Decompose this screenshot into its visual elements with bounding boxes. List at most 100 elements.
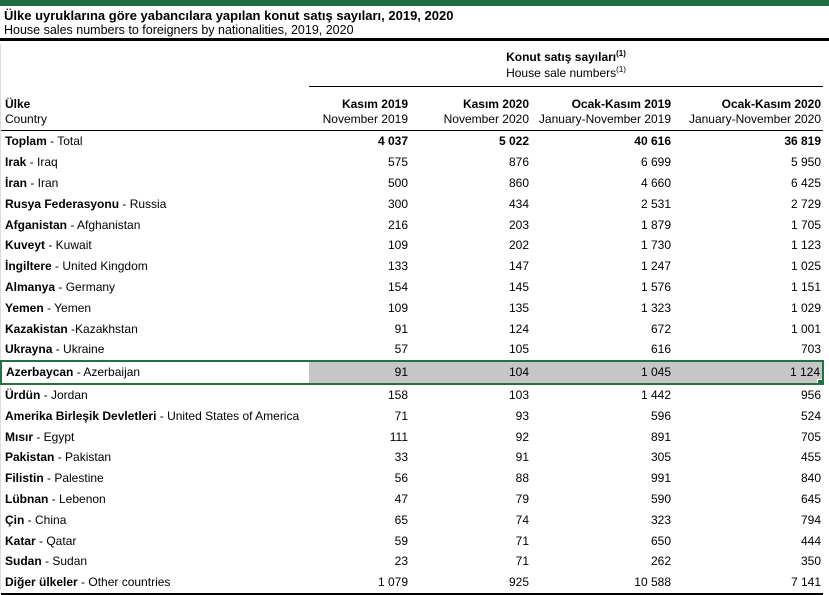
- value-cell[interactable]: 158: [387, 387, 408, 402]
- value-cell[interactable]: 79: [515, 491, 529, 506]
- value-cell[interactable]: 300: [387, 196, 408, 211]
- value-cell[interactable]: 6 699: [640, 155, 671, 170]
- value-cell[interactable]: 500: [387, 175, 408, 190]
- value-cell[interactable]: 305: [650, 450, 671, 465]
- value-cell[interactable]: 434: [508, 196, 529, 211]
- value-cell[interactable]: 40 616: [634, 134, 671, 149]
- value-cell[interactable]: 1 001: [791, 321, 822, 336]
- selection-fill-handle[interactable]: [817, 378, 822, 382]
- value-cell[interactable]: 124: [508, 321, 529, 336]
- value-cell[interactable]: 202: [508, 238, 529, 253]
- value-cell[interactable]: 91: [515, 450, 529, 465]
- country-cell[interactable]: Irak - Iraq: [5, 155, 58, 170]
- value-cell[interactable]: 88: [515, 471, 529, 486]
- value-cell[interactable]: 71: [394, 408, 408, 423]
- value-cell[interactable]: 91: [309, 359, 410, 385]
- country-cell[interactable]: Sudan - Sudan: [5, 554, 88, 569]
- value-cell[interactable]: 794: [801, 512, 822, 527]
- value-cell[interactable]: 575: [387, 155, 408, 170]
- value-cell[interactable]: 840: [801, 471, 822, 486]
- value-cell[interactable]: 1 442: [640, 387, 671, 402]
- value-cell[interactable]: 1 151: [791, 279, 822, 294]
- value-cell[interactable]: 925: [410, 571, 531, 595]
- value-cell[interactable]: 147: [508, 259, 529, 274]
- value-cell[interactable]: 262: [650, 554, 671, 569]
- value-cell[interactable]: 590: [650, 491, 671, 506]
- value-cell[interactable]: 93: [515, 408, 529, 423]
- value-cell[interactable]: 323: [650, 512, 671, 527]
- value-cell[interactable]: 104: [410, 359, 531, 385]
- value-cell[interactable]: 145: [508, 279, 529, 294]
- value-cell[interactable]: 1 029: [791, 300, 822, 315]
- country-cell[interactable]: İran - Iran: [5, 175, 59, 190]
- value-cell[interactable]: 71: [515, 554, 529, 569]
- value-cell[interactable]: 91: [394, 321, 408, 336]
- country-cell[interactable]: Pakistan - Pakistan: [5, 450, 112, 465]
- value-cell[interactable]: 1 247: [640, 259, 671, 274]
- value-cell[interactable]: 1 576: [640, 279, 671, 294]
- value-cell[interactable]: 650: [650, 533, 671, 548]
- value-cell[interactable]: 444: [801, 533, 822, 548]
- value-cell[interactable]: 860: [508, 175, 529, 190]
- value-cell[interactable]: 133: [387, 259, 408, 274]
- country-cell-active[interactable]: Azerbaycan - Azerbaijan: [0, 359, 309, 385]
- value-cell[interactable]: 23: [394, 554, 408, 569]
- country-cell[interactable]: Toplam - Total: [5, 134, 83, 149]
- value-cell[interactable]: 6 425: [791, 175, 822, 190]
- value-cell[interactable]: 1 323: [640, 300, 671, 315]
- country-cell[interactable]: Ürdün - Jordan: [5, 387, 88, 402]
- value-cell[interactable]: 103: [508, 387, 529, 402]
- value-cell[interactable]: 109: [387, 300, 408, 315]
- value-cell[interactable]: 154: [387, 279, 408, 294]
- country-cell[interactable]: Almanya - Germany: [5, 279, 116, 294]
- value-cell[interactable]: 203: [508, 217, 529, 232]
- value-cell[interactable]: 703: [801, 342, 822, 357]
- value-cell[interactable]: 616: [650, 342, 671, 357]
- value-cell[interactable]: 92: [515, 429, 529, 444]
- value-cell[interactable]: 2 531: [640, 196, 671, 211]
- value-cell[interactable]: 524: [801, 408, 822, 423]
- value-cell[interactable]: 74: [515, 512, 529, 527]
- value-cell[interactable]: 991: [650, 471, 671, 486]
- country-cell[interactable]: Filistin - Palestine: [5, 471, 104, 486]
- value-cell[interactable]: 5 950: [791, 155, 822, 170]
- value-cell[interactable]: 33: [394, 450, 408, 465]
- value-cell[interactable]: 65: [394, 512, 408, 527]
- value-cell[interactable]: 705: [801, 429, 822, 444]
- value-cell[interactable]: 111: [389, 429, 408, 444]
- country-cell[interactable]: Amerika Birleşik Devletleri - United Sta…: [5, 408, 300, 423]
- value-cell[interactable]: 1 025: [791, 259, 822, 274]
- country-cell[interactable]: Çin - China: [5, 512, 67, 527]
- country-cell[interactable]: Diğer ülkeler - Other countries: [1, 571, 309, 595]
- value-cell[interactable]: 1 045: [531, 359, 673, 385]
- country-cell[interactable]: Rusya Federasyonu - Russia: [5, 196, 167, 211]
- value-cell[interactable]: 1 124: [673, 359, 825, 385]
- value-cell[interactable]: 109: [387, 238, 408, 253]
- value-cell[interactable]: 350: [801, 554, 822, 569]
- value-cell[interactable]: 1 705: [791, 217, 822, 232]
- value-cell[interactable]: 105: [508, 342, 529, 357]
- country-cell[interactable]: Mısır - Egypt: [5, 429, 75, 444]
- value-cell[interactable]: 645: [801, 491, 822, 506]
- value-cell[interactable]: 876: [508, 155, 529, 170]
- country-cell[interactable]: Yemen - Yemen: [5, 300, 92, 315]
- country-cell[interactable]: Afganistan - Afghanistan: [5, 217, 141, 232]
- value-cell[interactable]: 455: [801, 450, 822, 465]
- value-cell[interactable]: 1 079: [309, 571, 410, 595]
- country-cell[interactable]: Kuveyt - Kuwait: [5, 238, 92, 253]
- value-cell[interactable]: 5 022: [498, 134, 529, 149]
- value-cell[interactable]: 4 660: [640, 175, 671, 190]
- table-row-azerbaijan-selected[interactable]: Azerbaycan - Azerbaijan 91 104 1 045 1 124: [0, 359, 825, 385]
- value-cell[interactable]: 57: [394, 342, 408, 357]
- value-cell[interactable]: 56: [394, 471, 408, 486]
- value-cell[interactable]: 36 819: [784, 134, 822, 149]
- country-cell[interactable]: İngiltere - United Kingdom: [5, 259, 148, 274]
- value-cell[interactable]: 1 123: [791, 238, 822, 253]
- value-cell[interactable]: 2 729: [791, 196, 822, 211]
- value-cell[interactable]: 891: [650, 429, 671, 444]
- value-cell[interactable]: 4 037: [377, 134, 408, 149]
- value-cell[interactable]: 216: [387, 217, 408, 232]
- country-cell[interactable]: Katar - Qatar: [5, 533, 77, 548]
- country-cell[interactable]: Lübnan - Lebenon: [5, 491, 106, 506]
- value-cell[interactable]: 7 141: [673, 571, 824, 595]
